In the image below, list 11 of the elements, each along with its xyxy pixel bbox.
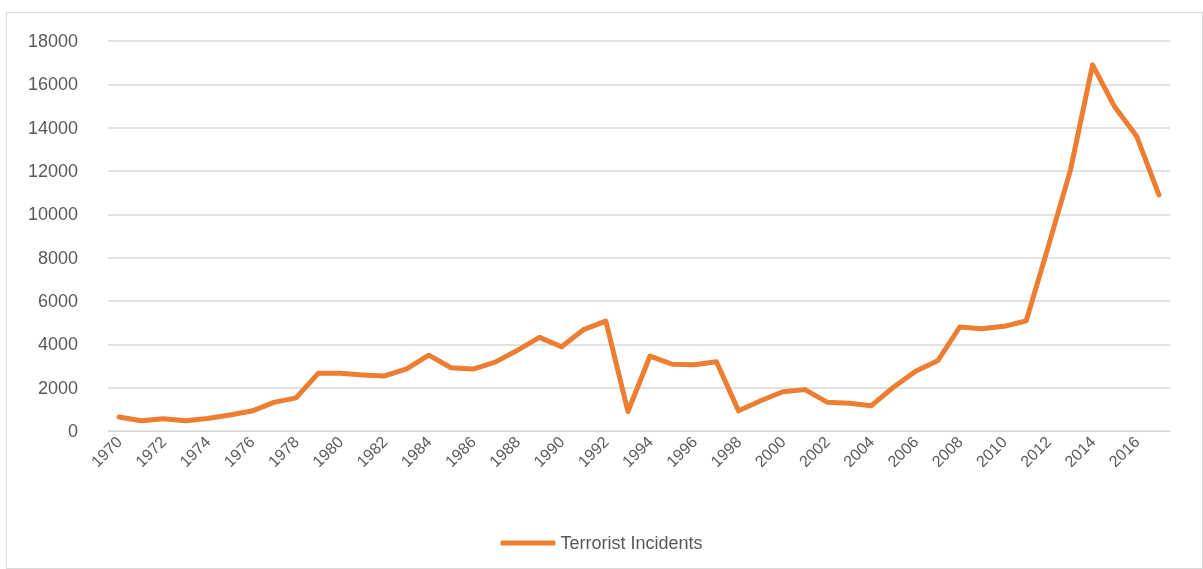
y-tick-label: 8000: [37, 247, 78, 268]
y-tick-label: 16000: [27, 74, 78, 95]
y-tick-label: 10000: [27, 204, 78, 225]
y-tick-label: 18000: [27, 31, 78, 51]
legend-label: Terrorist Incidents: [560, 533, 703, 553]
y-tick-label: 4000: [37, 334, 78, 355]
y-tick-label: 12000: [27, 161, 78, 181]
y-tick-label: 0: [67, 421, 78, 441]
y-tick-label: 6000: [37, 291, 78, 311]
y-tick-label: 2000: [37, 377, 78, 398]
y-tick-label: 14000: [27, 117, 78, 138]
